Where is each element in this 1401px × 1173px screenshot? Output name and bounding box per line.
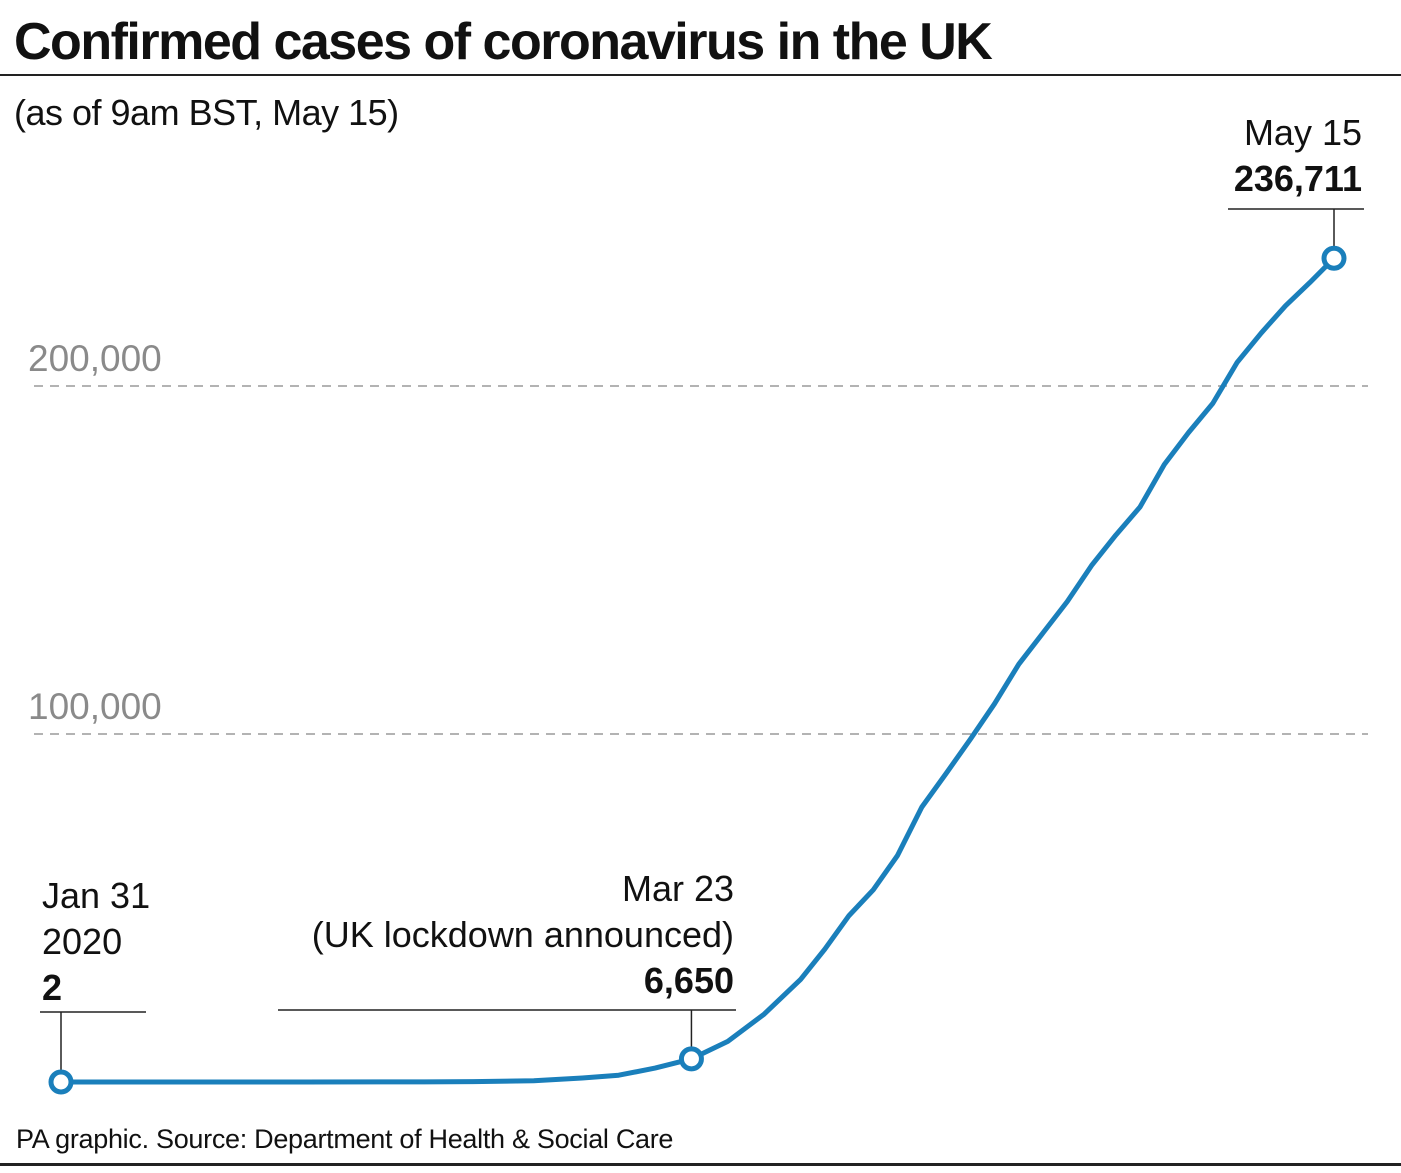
y-tick-label: 100,000: [28, 686, 162, 727]
title-divider: [0, 74, 1401, 76]
annotations: Jan 31 2020 2 Mar 23 (UK lockdown announced)…: [42, 112, 1362, 1008]
annotation-label: 2020: [42, 921, 122, 962]
gridlines: [34, 385, 1368, 735]
source-note: PA graphic. Source: Department of Health…: [16, 1124, 674, 1154]
annotation-value: 2: [42, 967, 62, 1008]
annotation-value: 6,650: [644, 960, 734, 1001]
data-point-marker: [1321, 245, 1347, 271]
annotation-leaders: [40, 208, 1364, 1070]
y-tick-labels: 100,000 200,000: [28, 338, 162, 727]
annotation-label: (UK lockdown announced): [312, 914, 734, 955]
annotation-label: Jan 31: [42, 875, 150, 916]
annotation-markers: [48, 245, 1347, 1095]
annotation-label: Mar 23: [622, 868, 734, 909]
y-tick-label: 200,000: [28, 338, 162, 379]
annotation-value: 236,711: [1234, 158, 1362, 199]
data-point-marker: [678, 1046, 704, 1072]
data-point-marker: [48, 1069, 74, 1095]
chart-subtitle: (as of 9am BST, May 15): [14, 92, 399, 133]
annotation-label: May 15: [1244, 112, 1362, 153]
chart-title: Confirmed cases of coronavirus in the UK: [14, 13, 993, 71]
series-line: [58, 255, 1337, 1085]
footer-divider: [0, 1163, 1401, 1166]
